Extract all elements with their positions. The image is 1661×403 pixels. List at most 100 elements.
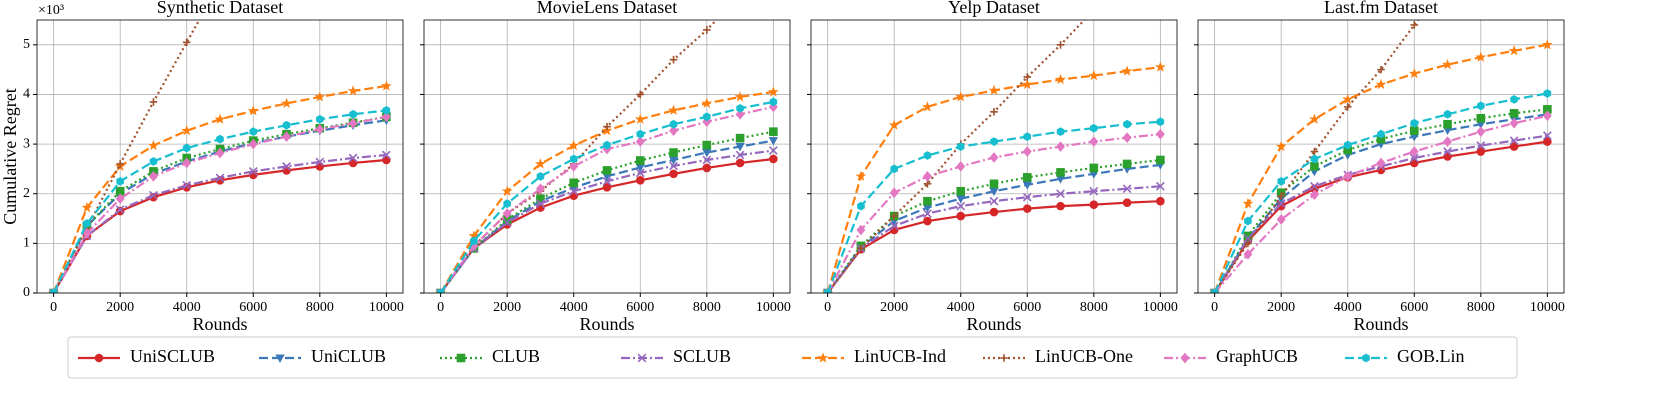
chart-title: Yelp Dataset bbox=[948, 0, 1040, 17]
x-axis-label: Rounds bbox=[966, 314, 1021, 334]
data-point bbox=[381, 111, 391, 123]
data-point bbox=[149, 171, 158, 182]
data-point bbox=[1122, 132, 1132, 143]
data-point bbox=[1409, 158, 1419, 168]
data-point bbox=[735, 158, 745, 168]
series-line bbox=[1213, 114, 1548, 293]
y-axis-label: Cumulative Regret bbox=[0, 88, 20, 224]
data-point bbox=[1056, 189, 1065, 199]
data-point bbox=[1410, 118, 1419, 128]
data-point bbox=[1310, 189, 1319, 201]
data-point bbox=[702, 155, 712, 165]
data-point bbox=[282, 131, 291, 142]
data-point bbox=[380, 80, 392, 91]
data-point bbox=[1541, 39, 1553, 50]
plot-area bbox=[822, 20, 1166, 293]
data-point bbox=[1509, 136, 1519, 145]
data-point bbox=[1276, 214, 1286, 225]
data-point bbox=[83, 219, 91, 228]
data-point bbox=[1476, 147, 1486, 156]
data-point bbox=[1443, 136, 1452, 147]
data-point bbox=[1510, 95, 1518, 104]
data-point bbox=[956, 201, 966, 211]
x-tick-label: 4000 bbox=[173, 300, 201, 315]
data-point bbox=[115, 205, 125, 214]
data-point bbox=[669, 169, 678, 179]
chart-title: MovieLens Dataset bbox=[537, 0, 677, 17]
data-point bbox=[116, 160, 124, 168]
data-point bbox=[1088, 69, 1100, 81]
data-point bbox=[1121, 65, 1133, 76]
axes-frame bbox=[1197, 19, 1565, 294]
data-point bbox=[182, 38, 191, 47]
data-point bbox=[989, 207, 999, 217]
x-tick-label: 10000 bbox=[756, 300, 791, 315]
data-point bbox=[1409, 146, 1419, 157]
data-point bbox=[1310, 181, 1319, 191]
data-point bbox=[635, 156, 645, 165]
data-point bbox=[149, 190, 158, 200]
data-point bbox=[149, 157, 158, 166]
x-tick-label: 2000 bbox=[106, 300, 134, 315]
data-point bbox=[1156, 196, 1165, 206]
data-point bbox=[1122, 198, 1132, 207]
y-tick-label: 4 bbox=[23, 87, 30, 102]
data-point bbox=[1275, 140, 1287, 152]
data-point bbox=[735, 108, 745, 120]
data-point bbox=[734, 91, 746, 102]
data-point bbox=[855, 170, 867, 181]
data-point bbox=[736, 103, 744, 113]
data-point bbox=[1476, 141, 1486, 150]
data-point bbox=[1508, 45, 1520, 56]
plot-area bbox=[48, 20, 392, 293]
data-point bbox=[1056, 127, 1065, 137]
data-point bbox=[1022, 192, 1032, 202]
data-point bbox=[634, 113, 646, 124]
data-point bbox=[181, 125, 193, 136]
data-point bbox=[1243, 234, 1253, 243]
data-point bbox=[888, 119, 900, 130]
chart-title: Synthetic Dataset bbox=[157, 0, 283, 17]
data-point bbox=[216, 134, 224, 144]
x-axis-label: Rounds bbox=[1353, 314, 1408, 334]
data-point bbox=[768, 137, 779, 146]
data-point bbox=[1023, 73, 1032, 81]
data-point bbox=[1055, 73, 1066, 85]
data-point bbox=[1475, 51, 1487, 62]
data-point bbox=[856, 224, 866, 236]
data-point bbox=[1244, 216, 1252, 226]
data-point bbox=[1476, 126, 1486, 138]
data-point bbox=[1244, 239, 1252, 248]
data-point bbox=[315, 157, 325, 167]
data-point bbox=[956, 195, 966, 204]
data-point bbox=[1343, 140, 1352, 150]
data-point bbox=[1122, 184, 1132, 194]
x-tick-label: 10000 bbox=[369, 300, 404, 315]
x-tick-label: 4000 bbox=[560, 300, 588, 315]
data-point bbox=[635, 168, 645, 178]
data-point bbox=[669, 55, 678, 64]
legend-marker bbox=[1180, 352, 1190, 364]
data-point bbox=[314, 91, 326, 102]
data-point bbox=[348, 117, 358, 129]
legend-label: UniCLUB bbox=[311, 346, 386, 366]
data-point bbox=[1277, 176, 1285, 186]
data-point bbox=[1155, 181, 1165, 191]
data-point bbox=[1156, 117, 1165, 127]
data-point bbox=[1442, 59, 1453, 70]
series-line bbox=[439, 139, 774, 293]
x-tick-label: 10000 bbox=[1530, 300, 1565, 315]
x-tick-label: 6000 bbox=[239, 300, 267, 315]
series-line bbox=[826, 20, 1086, 293]
data-point bbox=[668, 104, 679, 115]
x-tick-label: 0 bbox=[1211, 300, 1218, 315]
x-tick-label: 4000 bbox=[1334, 300, 1362, 315]
data-point bbox=[956, 186, 966, 196]
data-point bbox=[989, 196, 999, 206]
data-point bbox=[1443, 119, 1452, 129]
data-point bbox=[1310, 162, 1319, 171]
data-point bbox=[769, 154, 778, 164]
data-point bbox=[247, 105, 259, 116]
data-point bbox=[502, 218, 512, 227]
data-point bbox=[49, 288, 58, 293]
